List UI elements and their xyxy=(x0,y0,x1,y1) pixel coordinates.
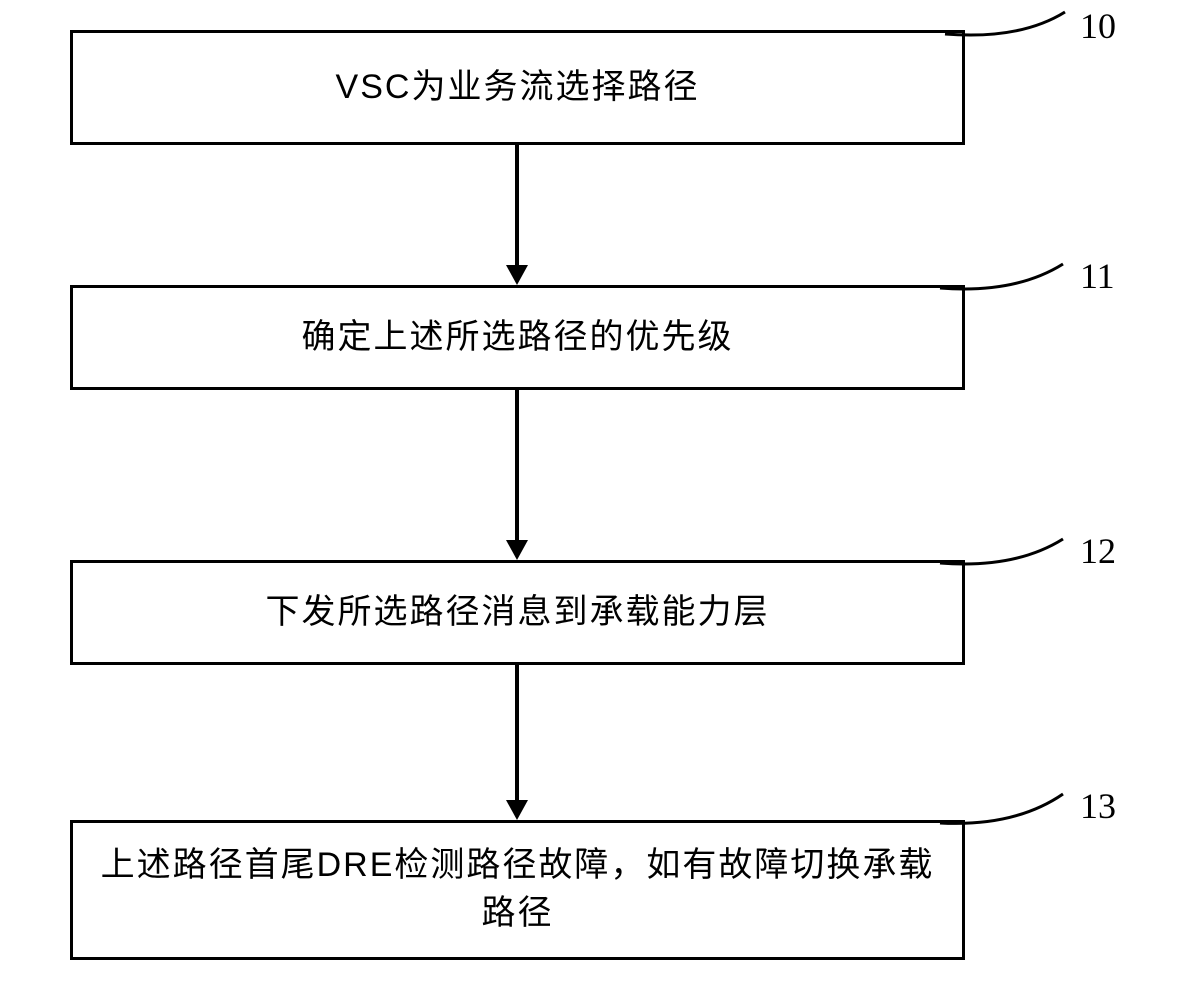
ref-label-12: 12 xyxy=(1080,530,1116,572)
ref-label-13: 13 xyxy=(1080,785,1116,827)
arrow-head-12-13 xyxy=(506,800,528,820)
flow-node-11: 确定上述所选路径的优先级 xyxy=(70,285,965,390)
node-label: 下发所选路径消息到承载能力层 xyxy=(266,589,770,637)
arrow-11-12 xyxy=(515,390,519,540)
arrow-10-11 xyxy=(515,145,519,265)
arrow-head-11-12 xyxy=(506,540,528,560)
ref-label-11: 11 xyxy=(1080,255,1115,297)
node-label: 上述路径首尾DRE检测路径故障，如有故障切换承载路径 xyxy=(93,842,942,937)
leader-line-13 xyxy=(935,782,1080,852)
leader-line-10 xyxy=(940,0,1080,70)
node-label: 确定上述所选路径的优先级 xyxy=(302,314,734,362)
arrow-head-10-11 xyxy=(506,265,528,285)
leader-line-12 xyxy=(935,527,1080,597)
leader-line-11 xyxy=(935,252,1080,322)
flow-node-12: 下发所选路径消息到承载能力层 xyxy=(70,560,965,665)
flow-node-13: 上述路径首尾DRE检测路径故障，如有故障切换承载路径 xyxy=(70,820,965,960)
arrow-12-13 xyxy=(515,665,519,800)
node-label: VSC为业务流选择路径 xyxy=(336,64,700,112)
flow-node-10: VSC为业务流选择路径 xyxy=(70,30,965,145)
ref-label-10: 10 xyxy=(1080,5,1116,47)
